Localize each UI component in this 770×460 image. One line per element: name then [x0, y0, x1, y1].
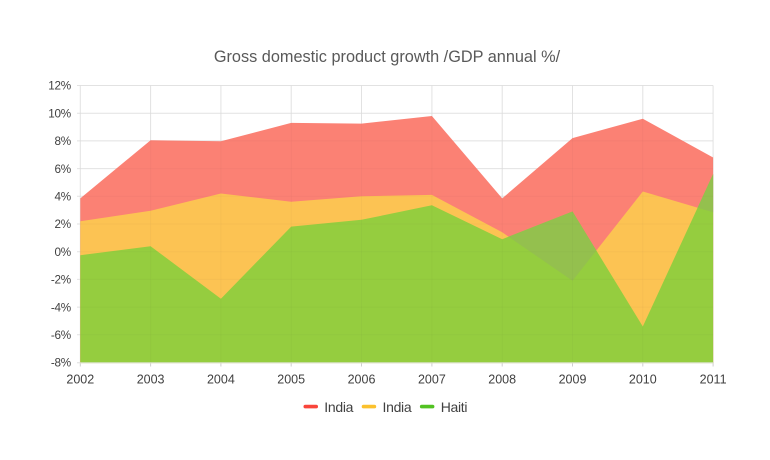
- svg-text:2011: 2011: [700, 373, 727, 387]
- svg-text:Haiti: Haiti: [441, 399, 468, 415]
- svg-text:2002: 2002: [66, 373, 94, 387]
- svg-text:-2%: -2%: [51, 274, 71, 287]
- svg-text:2004: 2004: [207, 373, 235, 387]
- svg-text:India: India: [383, 399, 412, 415]
- svg-text:2007: 2007: [418, 373, 446, 387]
- svg-text:Gross domestic product growth: Gross domestic product growth /GDP annua…: [214, 48, 561, 66]
- svg-text:2%: 2%: [55, 218, 72, 231]
- svg-text:0%: 0%: [55, 246, 72, 259]
- svg-text:2008: 2008: [488, 373, 516, 387]
- svg-text:India: India: [324, 399, 353, 415]
- svg-text:2010: 2010: [629, 373, 657, 387]
- svg-text:-6%: -6%: [51, 329, 71, 342]
- svg-text:4%: 4%: [55, 191, 72, 204]
- svg-text:6%: 6%: [55, 163, 72, 176]
- svg-text:-4%: -4%: [51, 301, 71, 314]
- svg-text:2009: 2009: [559, 373, 587, 387]
- svg-text:8%: 8%: [55, 135, 72, 148]
- svg-text:2006: 2006: [348, 373, 376, 387]
- svg-text:2003: 2003: [137, 373, 165, 387]
- svg-text:2005: 2005: [277, 373, 305, 387]
- svg-text:-8%: -8%: [51, 357, 71, 370]
- svg-text:12%: 12%: [48, 80, 71, 93]
- svg-text:10%: 10%: [48, 107, 71, 120]
